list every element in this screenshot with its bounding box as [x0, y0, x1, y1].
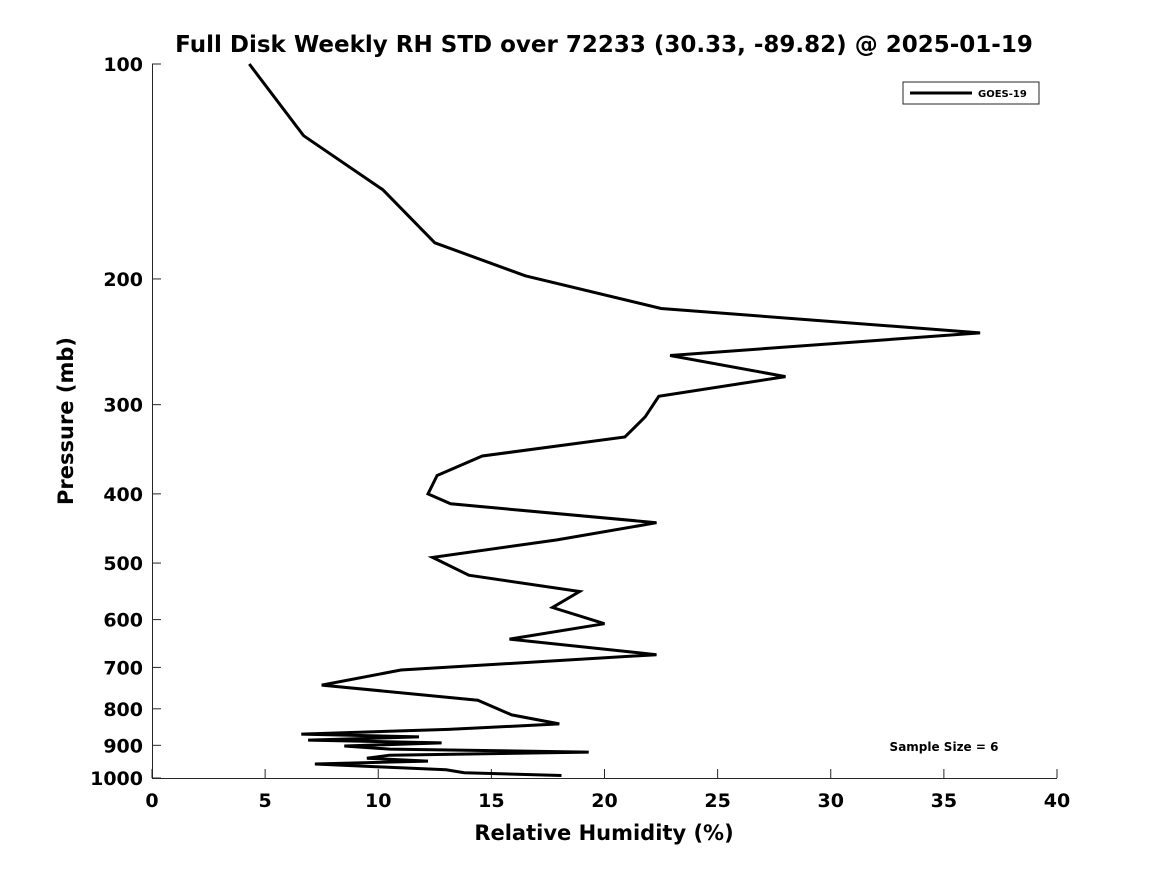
- x-axis-label: Relative Humidity (%): [474, 821, 733, 845]
- x-tick-label: 30: [818, 790, 844, 812]
- y-tick-label: 700: [103, 657, 143, 679]
- series-layer: [248, 63, 981, 777]
- x-axis: [151, 769, 1058, 779]
- legend: GOES-19: [902, 81, 1040, 105]
- y-axis-label: Pressure (mb): [54, 337, 78, 505]
- x-tick-label: 40: [1044, 790, 1070, 812]
- x-tick-label: 10: [365, 790, 391, 812]
- sample-size-annotation: Sample Size = 6: [890, 740, 999, 754]
- y-tick-label: 800: [103, 699, 143, 721]
- x-tick-label: 15: [478, 790, 504, 812]
- y-tick-labels: 100 200 300 400 500 600 700 800 900 1000: [90, 54, 143, 790]
- x-tick-labels: 0 5 10 15 20 25 30 35 40: [145, 790, 1070, 812]
- y-tick-label: 900: [103, 735, 143, 757]
- chart-title: Full Disk Weekly RH STD over 72233 (30.3…: [175, 32, 1033, 58]
- y-tick-label: 500: [103, 553, 143, 575]
- x-tick-label: 35: [931, 790, 957, 812]
- x-tick-label: 25: [704, 790, 730, 812]
- x-tick-label: 5: [259, 790, 272, 812]
- y-tick-label: 600: [103, 610, 143, 632]
- y-tick-label: 400: [103, 484, 143, 506]
- x-tick-label: 20: [591, 790, 617, 812]
- legend-label: GOES-19: [978, 89, 1027, 100]
- x-tick-label: 0: [145, 790, 158, 812]
- y-tick-label: 300: [103, 395, 143, 417]
- y-tick-label: 200: [103, 269, 143, 291]
- series-line-goes-19: [248, 63, 981, 777]
- y-tick-label: 1000: [90, 768, 143, 790]
- y-tick-label: 100: [103, 54, 143, 76]
